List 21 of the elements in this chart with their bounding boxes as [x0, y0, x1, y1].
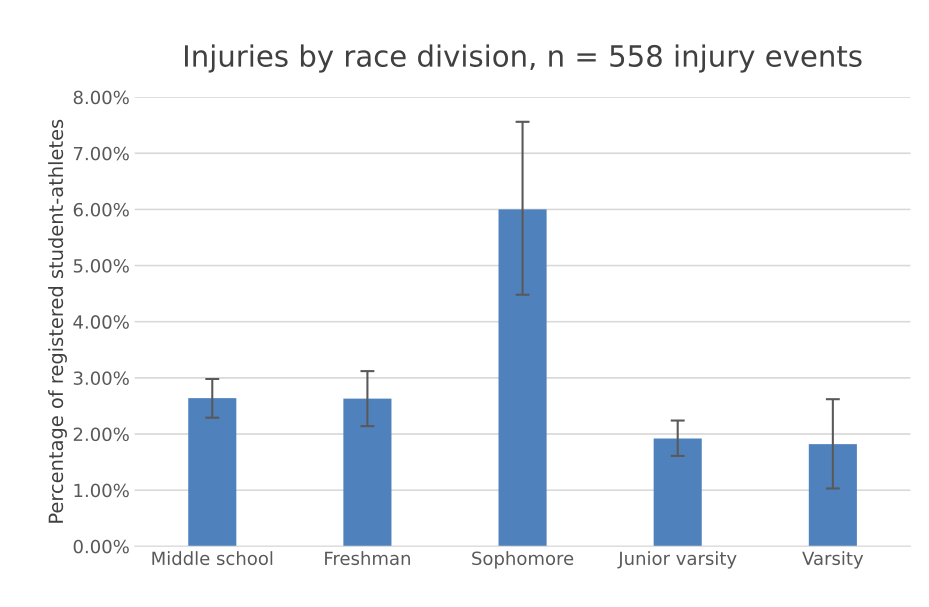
x-tick-label: Sophomore — [472, 551, 574, 569]
bar — [808, 444, 857, 546]
bar — [343, 398, 392, 546]
x-tick-label: Varsity — [802, 551, 864, 569]
y-tick-label: 8.00% — [74, 90, 129, 104]
y-tick-label: 0.00% — [74, 540, 129, 554]
bar — [654, 438, 702, 546]
y-tick-label: 4.00% — [73, 315, 129, 329]
y-tick-label: 2.00% — [74, 427, 129, 442]
x-tick-label: Junior varsity — [617, 551, 737, 569]
bar — [188, 398, 236, 546]
bar — [498, 209, 547, 546]
y-tick-label: 7.00% — [74, 146, 129, 160]
chart-title: Injuries by race division, n = 558 injury events — [184, 44, 862, 73]
y-tick-label: 6.00% — [74, 202, 129, 217]
y-axis-title: Percentage of registered student-athletes — [48, 120, 67, 523]
y-tick-label: 5.00% — [74, 259, 129, 273]
y-tick-label: 3.00% — [74, 371, 129, 385]
x-tick-label: Middle school — [152, 551, 272, 566]
y-tick-label: 1.00% — [74, 484, 129, 498]
x-tick-label: Freshman — [325, 551, 410, 566]
